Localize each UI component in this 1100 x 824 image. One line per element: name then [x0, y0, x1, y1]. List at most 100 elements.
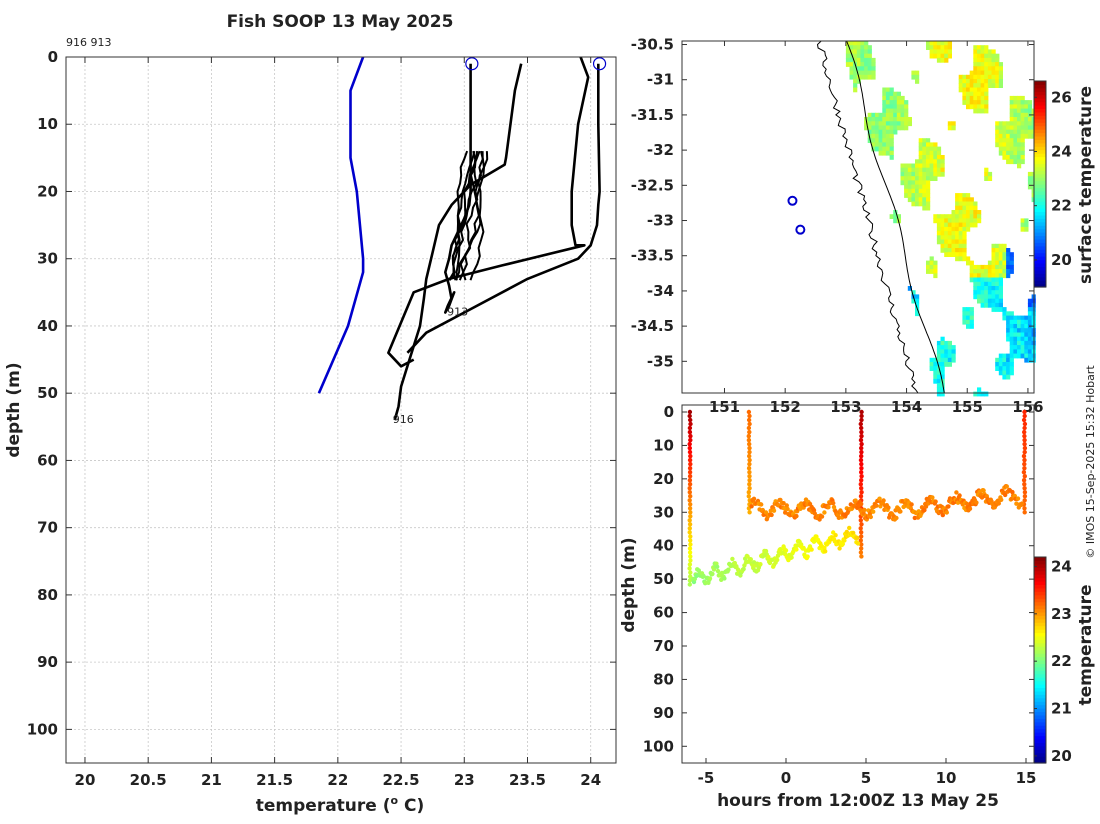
- colorbar-swatch: [1034, 732, 1046, 737]
- sst-pixel: [867, 117, 872, 122]
- sst-pixel: [955, 252, 960, 257]
- section-point: [687, 526, 692, 531]
- sst-pixel: [922, 155, 927, 160]
- sst-pixel: [885, 117, 891, 122]
- section-ytick-label: 100: [643, 737, 674, 755]
- sst-pixel: [977, 100, 982, 105]
- colorbar-swatch: [1034, 615, 1046, 620]
- sst-pixel: [969, 315, 974, 321]
- colorbar-swatch: [1034, 204, 1046, 209]
- sst-pixel: [973, 91, 978, 97]
- section-points: [687, 409, 1028, 587]
- sst-pixel: [944, 45, 949, 50]
- sst-pixel: [1002, 256, 1007, 262]
- sst-pixel: [966, 256, 971, 262]
- sst-pixel: [936, 340, 942, 346]
- sst-pixel: [998, 66, 1003, 72]
- sst-pixel: [904, 167, 909, 173]
- sst-pixel: [915, 167, 920, 173]
- sst-pixel: [940, 340, 945, 346]
- colorbar-swatch: [1034, 238, 1046, 243]
- sst-pixel: [944, 353, 949, 359]
- colorbar-tick-label: 22: [1051, 652, 1072, 670]
- sst-pixel: [864, 66, 869, 72]
- sst-pixel: [951, 357, 956, 363]
- sst-pixel: [871, 117, 876, 122]
- sst-pixel: [940, 171, 945, 177]
- sst-pixel: [998, 302, 1003, 308]
- section-point: [826, 505, 831, 510]
- sst-pixel: [973, 210, 978, 215]
- sst-pixel: [987, 74, 993, 80]
- section-point: [858, 526, 863, 531]
- sst-pixel: [911, 74, 916, 80]
- sst-pixel: [904, 163, 909, 169]
- sst-pixel: [947, 252, 952, 257]
- section-point: [886, 505, 891, 510]
- sst-pixel: [1006, 252, 1011, 257]
- sst-pixel: [907, 171, 912, 177]
- sst-pixel: [882, 133, 887, 139]
- sst-pixel: [1006, 319, 1011, 325]
- sst-pixel: [933, 163, 938, 169]
- section-point: [747, 421, 752, 427]
- sst-pixel: [951, 243, 956, 249]
- sst-pixel: [984, 100, 989, 105]
- section-point: [687, 550, 693, 555]
- sst-pixel: [936, 222, 942, 228]
- sst-pixel: [867, 74, 872, 80]
- sst-pixel: [936, 383, 942, 388]
- sst-pixel: [969, 91, 974, 97]
- sst-pixel: [1013, 328, 1018, 333]
- section-point: [746, 466, 752, 471]
- sst-pixel: [958, 231, 963, 236]
- sst-pixel: [962, 87, 967, 93]
- sst-pixel: [984, 176, 989, 181]
- sst-pixel: [1027, 328, 1033, 333]
- sst-pixel: [1017, 349, 1022, 355]
- sst-pixel: [896, 112, 901, 118]
- sst-pixel: [896, 100, 901, 105]
- sst-pixel: [969, 74, 974, 80]
- sst-pixel: [1009, 324, 1014, 329]
- profile-grid: [66, 56, 616, 763]
- sst-pixel: [867, 45, 872, 50]
- sst-pixel: [878, 150, 883, 156]
- section-point: [858, 518, 863, 523]
- colorbar-swatch: [1034, 759, 1046, 764]
- sst-pixel: [900, 163, 905, 169]
- profile-xtick-label: 22.5: [383, 771, 420, 789]
- colorbar-swatch: [1034, 721, 1046, 726]
- sst-pixel: [940, 57, 945, 63]
- sst-pixel: [969, 307, 974, 312]
- map-xtick-label: 152: [770, 398, 801, 416]
- section-point: [687, 466, 693, 471]
- sst-pixel: [966, 79, 971, 84]
- colorbar-frame: [1033, 80, 1047, 288]
- colorbar-swatch: [1034, 739, 1046, 743]
- sst-pixel: [1006, 273, 1011, 279]
- sst-pixel: [998, 260, 1003, 266]
- sst-pixel: [849, 53, 854, 59]
- isobath-path: [846, 40, 945, 394]
- sst-pixel: [1020, 129, 1025, 135]
- sst-pixel: [998, 138, 1003, 143]
- sst-pixel: [936, 41, 942, 46]
- sst-pixel: [853, 74, 858, 80]
- sst-pixel: [885, 150, 891, 156]
- sst-pixel: [1024, 349, 1029, 355]
- sst-pixel: [958, 226, 963, 232]
- sst-pixel: [962, 214, 967, 219]
- sst-pixel: [1002, 311, 1007, 317]
- sst-pixel: [955, 222, 960, 228]
- colorbar-swatch: [1034, 166, 1046, 171]
- colorbar-swatch: [1034, 677, 1046, 682]
- sst-pixel: [933, 214, 938, 219]
- colorbar-swatch: [1034, 673, 1046, 678]
- colorbar-swatch: [1034, 697, 1046, 702]
- sst-pixel: [936, 171, 942, 177]
- section-point: [946, 504, 951, 509]
- section-point: [688, 417, 693, 423]
- sst-pixel: [969, 277, 974, 283]
